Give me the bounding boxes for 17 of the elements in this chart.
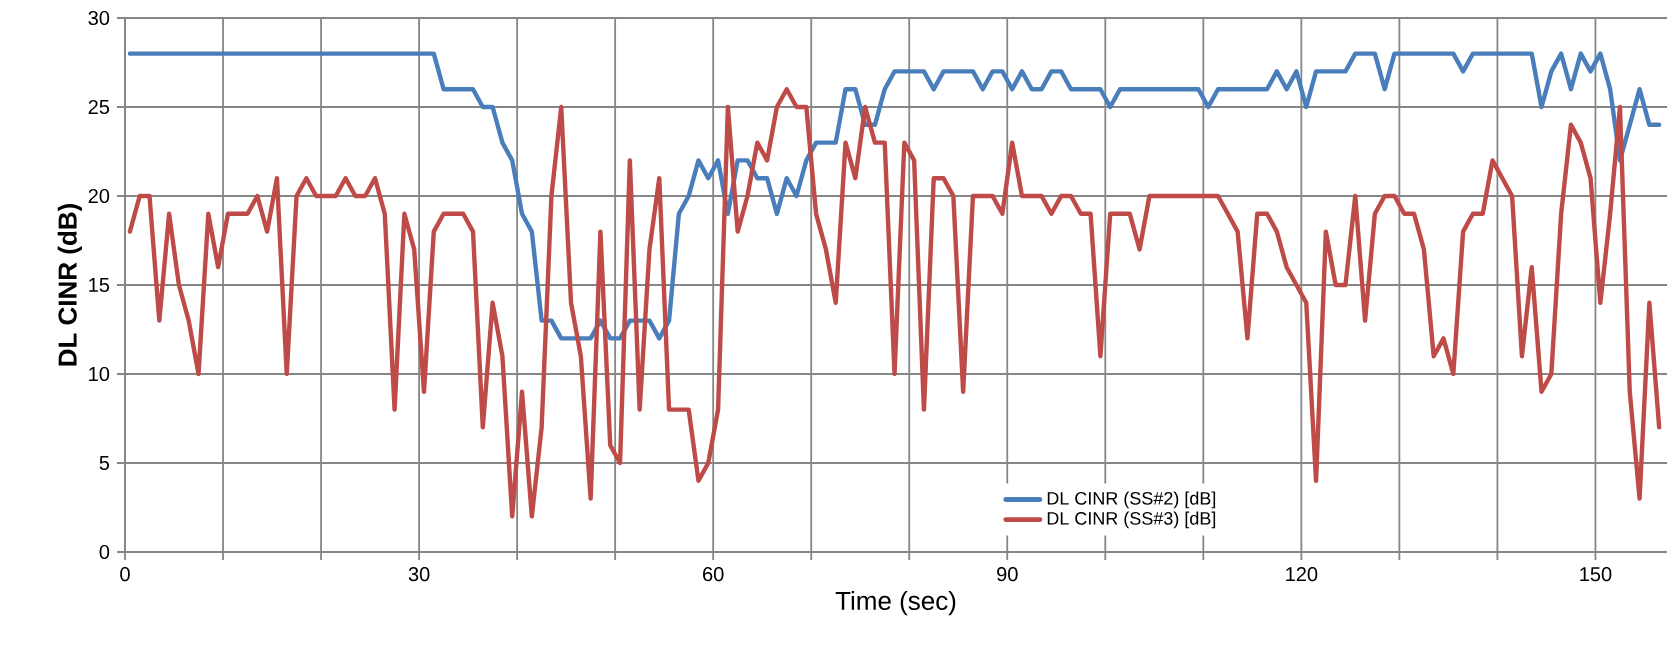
y-tick-label: 20	[88, 188, 110, 204]
y-tick-label: 30	[88, 10, 110, 26]
x-axis-title: Time (sec)	[835, 590, 956, 616]
x-tick-label: 150	[1580, 567, 1612, 582]
x-tick-label: 0	[120, 567, 130, 582]
legend-label: DL CINR (SS#2) [dB]	[1047, 491, 1216, 509]
x-tick-label: 30	[408, 567, 430, 582]
y-tick-label: 25	[88, 99, 110, 115]
y-tick-label: 10	[89, 366, 110, 382]
x-tick-label: 120	[1286, 567, 1318, 582]
x-tick-label: 60	[703, 567, 724, 582]
legend-label: DL CINR (SS#3) [dB]	[1047, 511, 1216, 529]
y-axis-title: DL CINR (dB)	[57, 204, 82, 366]
y-tick-label: 5	[99, 456, 110, 470]
x-tick-label: 90	[997, 567, 1018, 582]
y-tick-label: 15	[89, 278, 110, 292]
y-tick-label: 0	[99, 544, 110, 560]
